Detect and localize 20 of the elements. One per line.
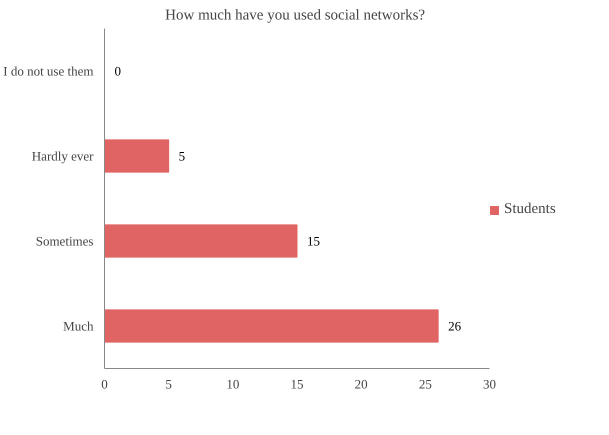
y-tick-label: Hardly ever <box>32 148 94 164</box>
y-tick-label: I do not use them <box>3 64 94 78</box>
bar <box>104 309 439 343</box>
chart-title: How much have you used social networks? <box>165 8 426 24</box>
x-tick-label: 20 <box>354 376 368 392</box>
x-tick-label: 0 <box>101 376 108 392</box>
x-tick-label: 30 <box>483 376 496 392</box>
bar <box>104 139 170 173</box>
data-label: 5 <box>178 148 186 164</box>
x-tick-label: 10 <box>226 376 240 392</box>
x-tick-label: 5 <box>165 376 172 392</box>
bar <box>104 224 298 258</box>
y-tick-label: Much <box>63 318 94 334</box>
data-label: 26 <box>448 318 462 334</box>
y-tick-label: Sometimes <box>36 234 94 248</box>
data-label: 0 <box>114 64 121 78</box>
data-label: 15 <box>307 234 320 248</box>
x-tick-label: 15 <box>290 376 304 392</box>
legend-label: Students <box>504 201 556 218</box>
x-tick-label: 25 <box>418 376 432 392</box>
